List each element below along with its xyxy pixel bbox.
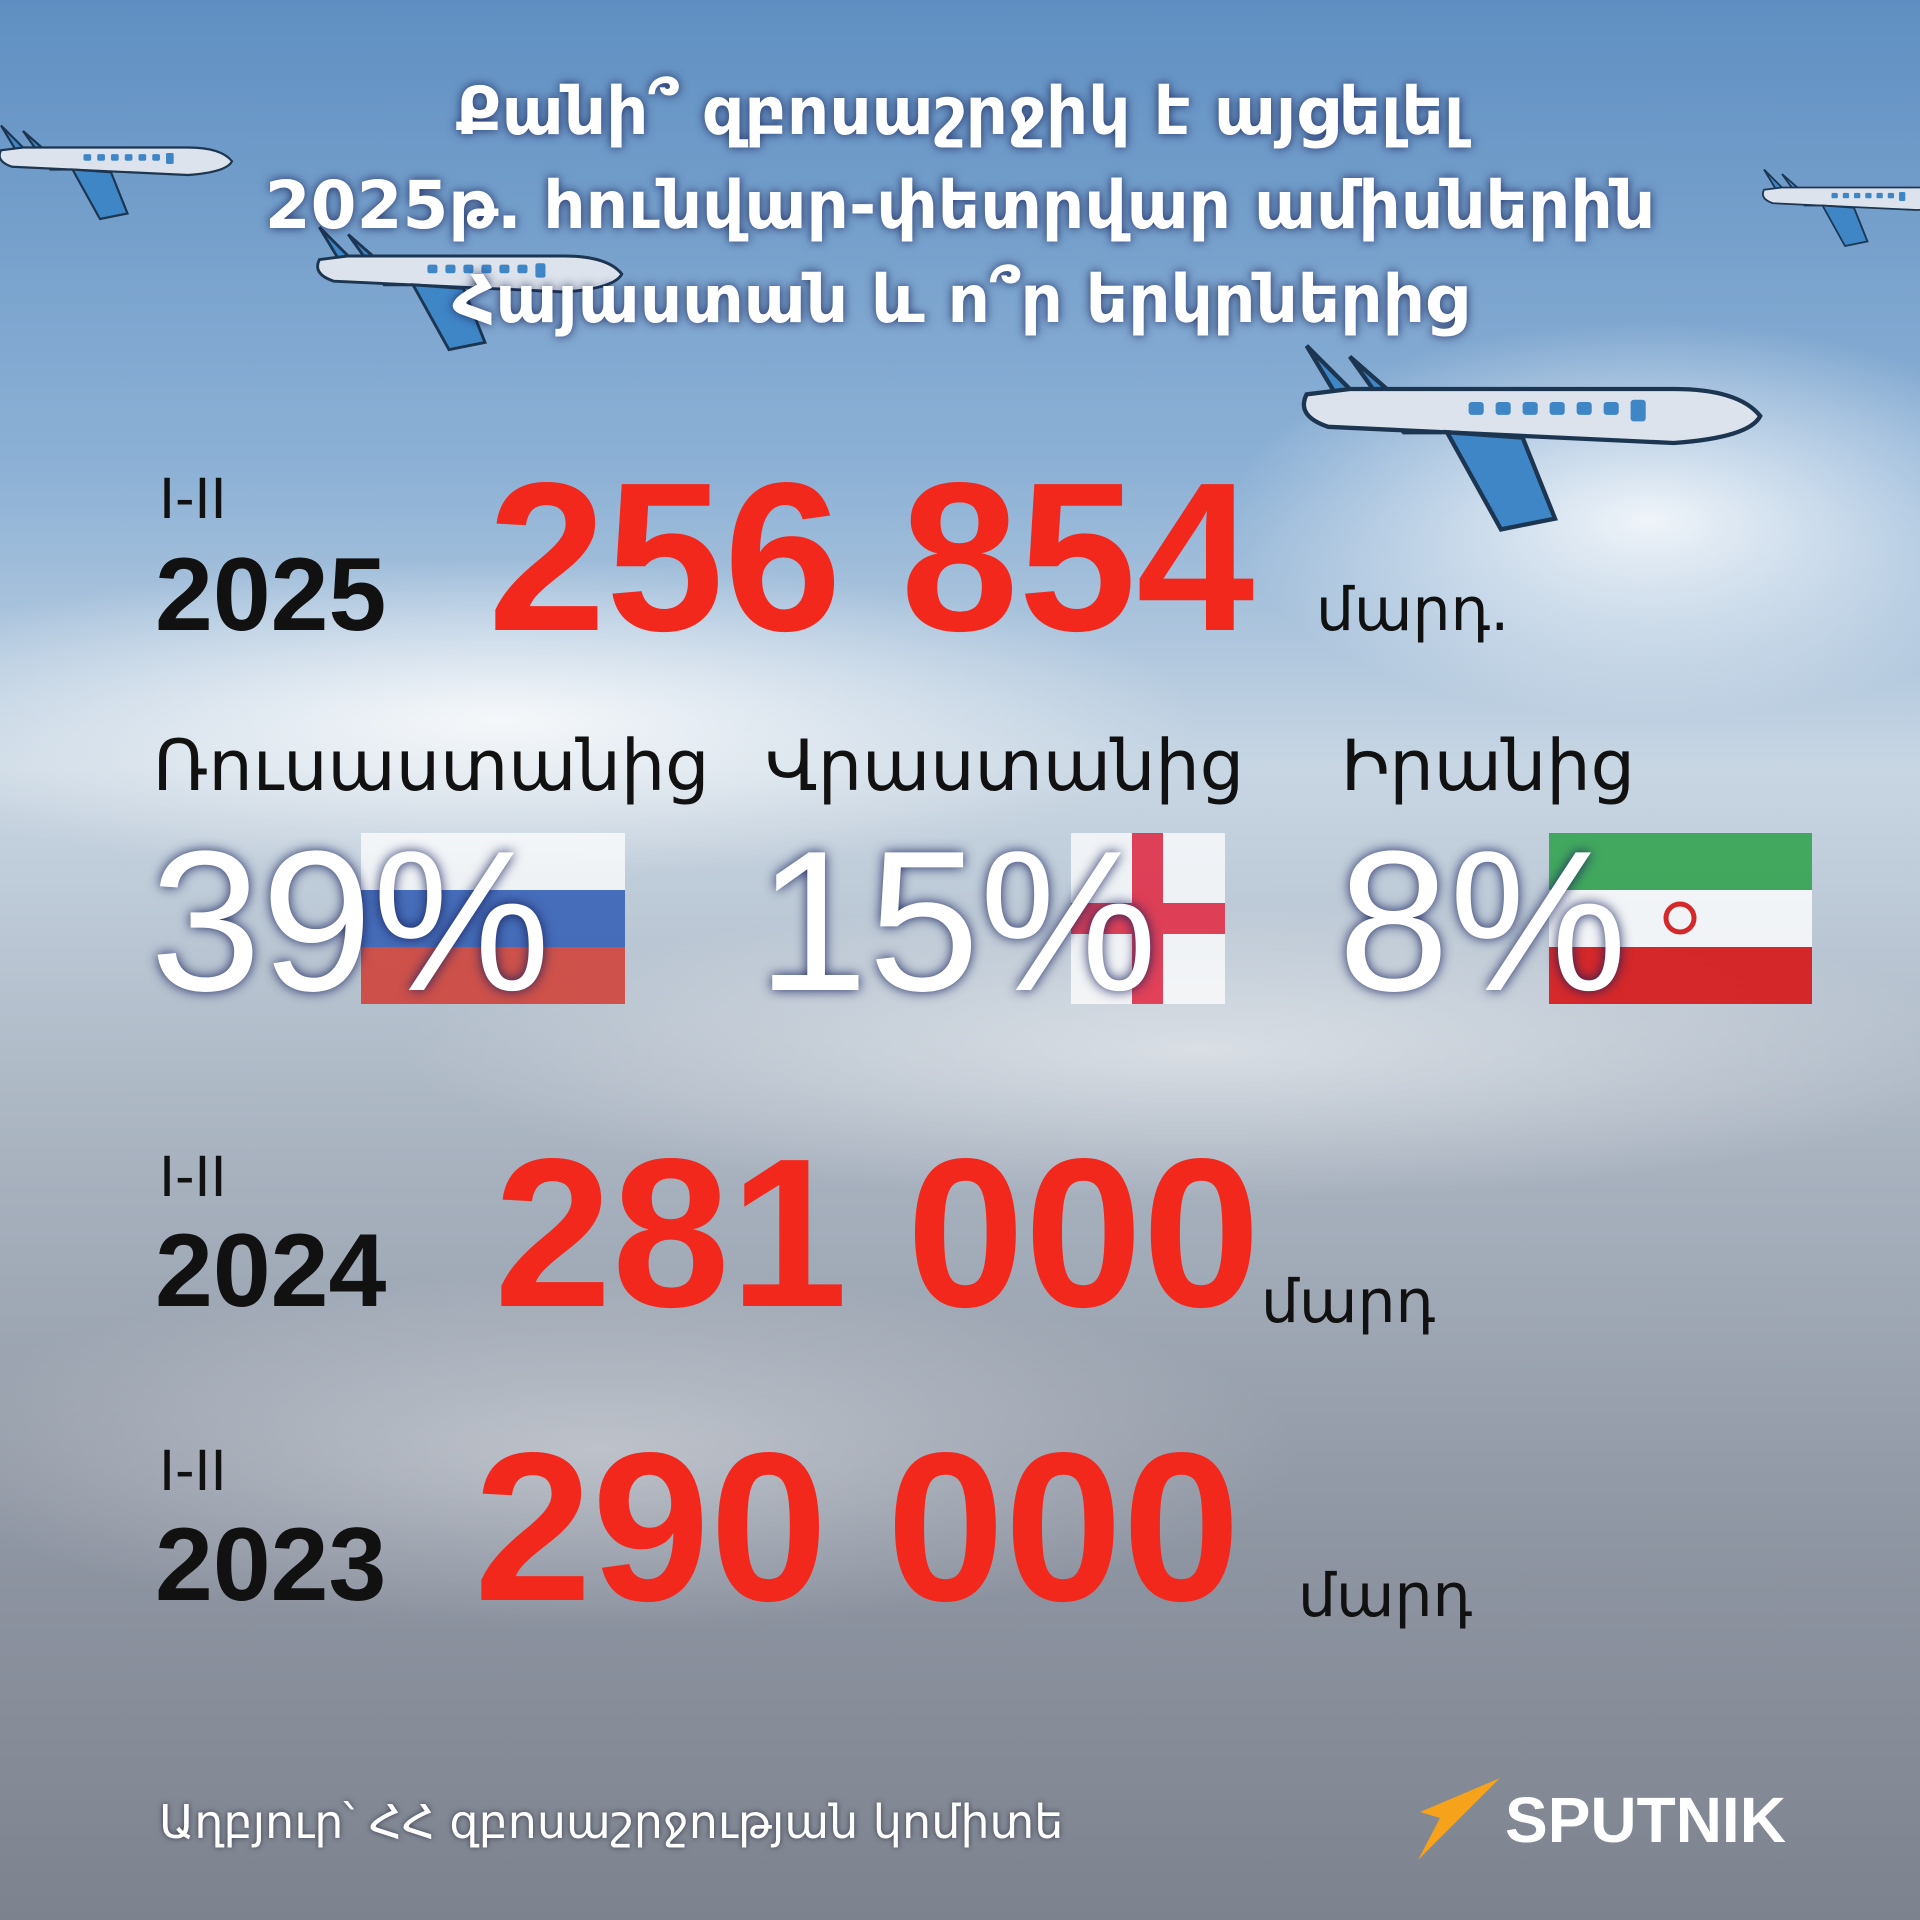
flag-georgia <box>1071 833 1225 1004</box>
title-line: Քանի՞ զբոսաշրջիկ է այցելել <box>456 73 1472 150</box>
brand-logo: SPUTNIK <box>1505 1784 1786 1856</box>
year: 2023 <box>155 1507 386 1623</box>
year: 2024 <box>155 1213 387 1329</box>
period: I-II <box>159 1438 227 1503</box>
unit: մարդ <box>1298 1561 1473 1631</box>
period: I-II <box>159 1144 227 1209</box>
title-line: 2025թ․ հունվար-փետրվար ամիսներին <box>265 167 1655 244</box>
brand-logo-icon <box>1418 1778 1500 1860</box>
tourist-count: 256 854 <box>488 438 1254 675</box>
country-name: Իրանից <box>1341 725 1635 807</box>
cloud <box>400 900 1920 1200</box>
country-share: 15% <box>757 810 1157 1033</box>
country-share: 39% <box>150 810 550 1033</box>
country-share: 8% <box>1338 810 1627 1033</box>
period: I-II <box>159 466 227 531</box>
cloud <box>0 1270 1300 1630</box>
flag-russia <box>361 833 625 1004</box>
title-line: Հայաստան և ո՞ր երկրներից <box>452 261 1467 338</box>
flag-iran <box>1549 833 1812 1004</box>
source-note: Աղբյուր՝ ՀՀ զբոսաշրջության կոմիտե <box>159 1795 1063 1849</box>
year: 2025 <box>155 537 386 653</box>
unit: մարդ <box>1261 1267 1436 1337</box>
unit: մարդ. <box>1316 575 1509 645</box>
tourist-count: 281 000 <box>494 1114 1260 1351</box>
tourist-count: 290 000 <box>474 1408 1240 1645</box>
country-name: Ռուսաստանից <box>153 725 710 807</box>
country-name: Վրաստանից <box>765 725 1244 807</box>
cloud <box>0 560 1200 880</box>
